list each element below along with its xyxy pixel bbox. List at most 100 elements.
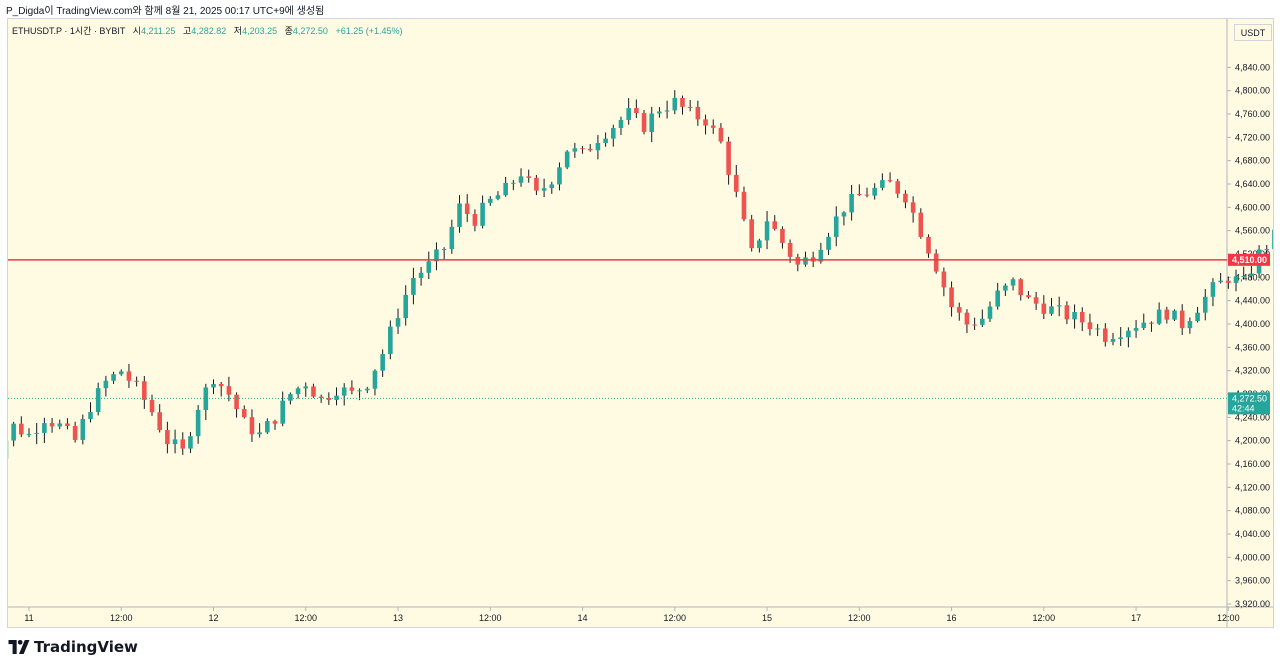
symbol-title[interactable]: ETHUSDT.P · 1시간 · BYBIT bbox=[12, 26, 126, 36]
candle-body bbox=[1149, 322, 1154, 324]
candle bbox=[511, 179, 516, 191]
candle-body bbox=[349, 387, 355, 391]
candle bbox=[49, 418, 55, 433]
x-axis-tick-label: 12:00 bbox=[848, 613, 871, 623]
candle-body bbox=[380, 354, 385, 371]
candle bbox=[1249, 266, 1254, 280]
candle bbox=[234, 392, 239, 418]
candlestick-chart[interactable]: 4,840.00 4,800.00 4,760.00 4,720.00 4,680.00… bbox=[8, 19, 1273, 627]
candle bbox=[472, 209, 478, 232]
candle bbox=[1095, 324, 1100, 337]
candle-body bbox=[487, 198, 493, 203]
high-label: 고 bbox=[182, 26, 192, 36]
candle bbox=[541, 178, 547, 198]
candle-body bbox=[165, 430, 170, 445]
candle-body bbox=[780, 228, 785, 243]
candle bbox=[1072, 304, 1077, 329]
candle-body bbox=[1195, 312, 1200, 322]
candle-body bbox=[49, 423, 55, 427]
chart-area[interactable]: ETHUSDT.P · 1시간 · BYBIT 시4,211.25 고4,282… bbox=[7, 18, 1274, 628]
bar-countdown-label: 42:44 bbox=[1232, 403, 1255, 413]
candle bbox=[1049, 298, 1054, 316]
candle bbox=[757, 238, 762, 253]
y-axis-tick-label: 4,080.00 bbox=[1235, 506, 1270, 516]
candle bbox=[880, 173, 885, 191]
y-axis-tick-label: 4,800.00 bbox=[1235, 86, 1270, 96]
candle-body bbox=[326, 397, 332, 400]
candle-body bbox=[295, 388, 301, 395]
candle-body bbox=[980, 318, 985, 325]
candle bbox=[1010, 277, 1016, 291]
candle-body bbox=[1156, 309, 1162, 324]
candle-body bbox=[503, 182, 508, 196]
candle bbox=[933, 249, 939, 274]
last-price-tag bbox=[1228, 392, 1270, 415]
candle-body bbox=[1026, 295, 1031, 298]
candle-body bbox=[1202, 296, 1208, 313]
candle-body bbox=[480, 202, 485, 226]
y-axis-tick-label: 4,680.00 bbox=[1235, 156, 1270, 166]
candle-body bbox=[418, 272, 424, 278]
candle-body bbox=[218, 383, 224, 387]
candle bbox=[857, 184, 862, 196]
candle-body bbox=[42, 423, 47, 433]
candle-body bbox=[65, 423, 70, 427]
candle bbox=[149, 394, 155, 416]
candle bbox=[142, 376, 147, 409]
candle-body bbox=[703, 119, 708, 126]
candle bbox=[257, 423, 262, 438]
candle bbox=[833, 206, 839, 247]
candle-body bbox=[903, 193, 908, 203]
candle bbox=[903, 190, 908, 209]
candle-body bbox=[895, 181, 901, 194]
candle-body bbox=[964, 312, 970, 325]
y-axis-tick-label: 3,920.00 bbox=[1235, 599, 1270, 609]
candle-body bbox=[541, 188, 547, 191]
candle bbox=[534, 174, 539, 196]
candle-body bbox=[1118, 337, 1123, 339]
candle-body bbox=[1064, 305, 1070, 320]
price-unit-button[interactable]: USDT bbox=[1234, 24, 1272, 41]
candle bbox=[1118, 327, 1123, 346]
candle-body bbox=[849, 193, 854, 213]
candle-body bbox=[1103, 328, 1108, 342]
x-axis-tick-label: 12:00 bbox=[1033, 613, 1056, 623]
y-axis-tick-label: 4,320.00 bbox=[1235, 366, 1270, 376]
candle-body bbox=[1164, 309, 1170, 320]
candle-body bbox=[211, 383, 216, 388]
candle bbox=[518, 168, 524, 187]
candle-body bbox=[1049, 306, 1054, 314]
x-axis-tick-label: 11 bbox=[24, 613, 33, 623]
candle bbox=[1087, 313, 1093, 336]
high-value: 4,282.82 bbox=[191, 26, 227, 36]
candle-body bbox=[603, 138, 608, 143]
low-label: 저 bbox=[233, 26, 243, 36]
tradingview-logo-icon bbox=[8, 640, 30, 654]
candle-body bbox=[272, 421, 278, 424]
candle-body bbox=[72, 426, 78, 440]
candle bbox=[311, 383, 316, 398]
candle-body bbox=[518, 176, 524, 183]
candle bbox=[741, 186, 747, 222]
candle bbox=[949, 281, 954, 317]
y-axis-tick-label: 4,840.00 bbox=[1235, 62, 1270, 72]
candle-body bbox=[1241, 276, 1247, 278]
candle-body bbox=[1003, 285, 1008, 291]
candle bbox=[726, 136, 731, 185]
candle-body bbox=[803, 257, 808, 265]
candle bbox=[680, 95, 685, 115]
candle-body bbox=[826, 236, 831, 250]
candle bbox=[457, 195, 462, 233]
candle-body bbox=[288, 394, 293, 401]
candle bbox=[464, 194, 470, 222]
candle bbox=[910, 196, 916, 223]
candle bbox=[564, 150, 570, 170]
candle-body bbox=[910, 202, 916, 213]
candle-body bbox=[1056, 305, 1062, 307]
candle bbox=[687, 100, 693, 112]
candle bbox=[449, 219, 455, 254]
candle-body bbox=[726, 141, 731, 175]
candle bbox=[1179, 304, 1185, 336]
candle-body bbox=[956, 307, 962, 313]
candle-body bbox=[634, 108, 639, 114]
